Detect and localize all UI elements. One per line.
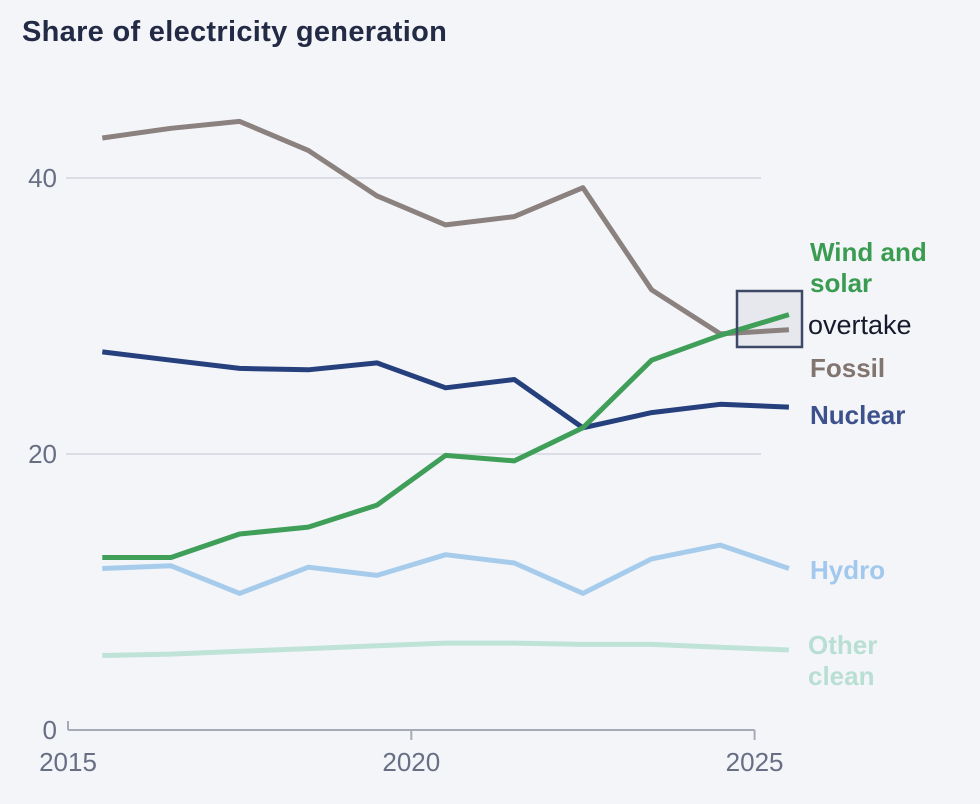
x-tick-label-2020: 2020 [382,747,440,777]
line-wind-and-solar [102,312,790,560]
x-tick-label-2015: 2015 [39,747,97,777]
label-nuclear: Nuclear [810,400,906,430]
label-wind-and-solar: Wind and solar [810,237,927,298]
label-hydro: Hydro [810,555,886,585]
highlight-box [735,289,804,349]
x-tick-labels: 2015 2020 2025 [39,747,783,777]
line-hydro [102,542,790,596]
label-other-clean: Other clean [808,630,878,691]
x-axis [67,721,756,740]
series-lines [101,118,790,658]
line-nuclear [102,349,790,431]
y-tick-labels: 0 20 40 [28,163,57,745]
y-tick-label-40: 40 [28,163,57,193]
x-tick-label-2025: 2025 [726,747,784,777]
chart-title: Share of electricity generation [22,16,448,48]
line-other-clean [102,640,790,658]
line-fossil [101,118,790,337]
label-overtake: overtake [808,310,912,340]
y-tick-label-0: 0 [43,715,57,745]
label-fossil: Fossil [810,353,886,383]
y-tick-label-20: 20 [28,439,57,469]
gridlines [66,177,761,455]
